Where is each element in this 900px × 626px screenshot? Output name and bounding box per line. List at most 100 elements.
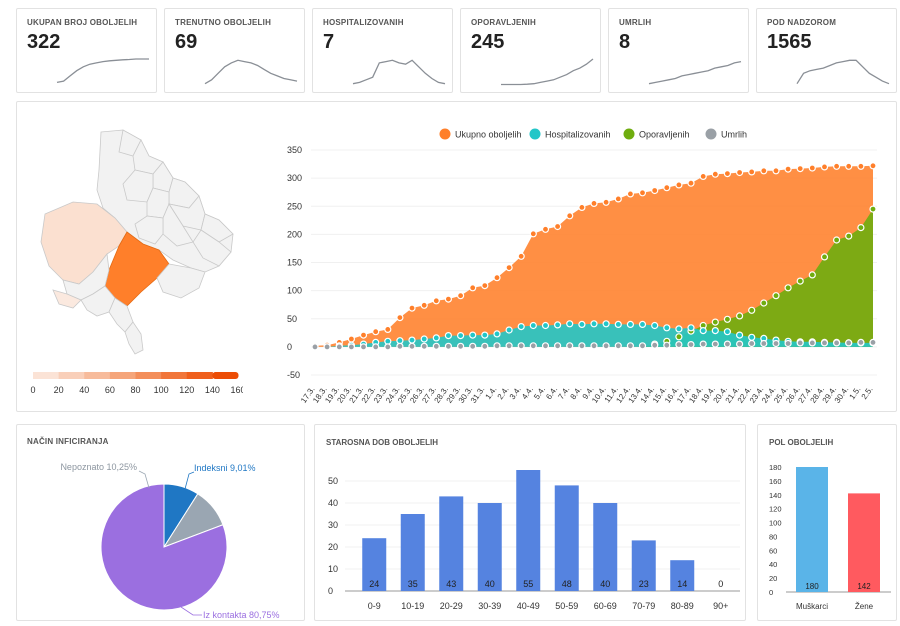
data-point xyxy=(687,341,695,349)
data-point xyxy=(820,339,829,347)
stat-sparkline xyxy=(204,59,298,85)
data-point xyxy=(614,320,622,328)
data-label: 35 xyxy=(408,579,418,589)
sparkline-path xyxy=(648,60,742,85)
bar xyxy=(439,496,464,591)
stat-title: UMRLIH xyxy=(619,18,652,27)
x-tick-label: 4.4. xyxy=(520,385,535,401)
data-point xyxy=(359,331,368,339)
age-card: STAROSNA DOB OBOLJELIH 50 40 30 20 10 0 24 0-9 35… xyxy=(314,424,746,621)
bar xyxy=(554,485,579,591)
age-bar-chart: STAROSNA DOB OBOLJELIH 50 40 30 20 10 0 24 0-9 35… xyxy=(326,438,740,611)
x-tick-label: 3.4. xyxy=(508,385,523,401)
x-tick-label: 2.5. xyxy=(860,385,875,401)
data-label: 180 xyxy=(805,582,819,591)
data-point xyxy=(602,320,610,328)
data-point xyxy=(784,284,792,292)
data-point xyxy=(784,339,792,348)
x-tick-label: 6.4. xyxy=(544,385,559,401)
data-point xyxy=(359,343,368,351)
stat-title: TRENUTNO OBOLJELIH xyxy=(175,18,272,27)
data-point xyxy=(651,186,659,195)
data-label: 55 xyxy=(523,579,533,589)
bar xyxy=(593,503,618,591)
data-point xyxy=(590,320,598,328)
data-point xyxy=(517,252,525,260)
x-tick-label: Žene xyxy=(855,602,874,611)
legend-dot xyxy=(705,128,717,140)
x-tick-label: 8.4. xyxy=(568,385,583,401)
legend-swatch xyxy=(186,372,213,379)
data-point xyxy=(772,167,780,175)
data-point xyxy=(554,222,562,231)
gender-card: POL OBOLJELIH 180 160 140 120 100 80 60 40 20 0 180… xyxy=(757,424,897,621)
data-point xyxy=(420,335,428,343)
data-point xyxy=(748,333,756,341)
data-label: 48 xyxy=(562,579,572,589)
sparkline-path xyxy=(501,58,594,86)
legend-label: Hospitalizovanih xyxy=(545,130,611,140)
data-label: 40 xyxy=(600,579,610,589)
data-point xyxy=(566,342,574,350)
data-point xyxy=(517,323,525,331)
y-tick-label: 80 xyxy=(769,532,777,541)
data-point xyxy=(311,343,319,351)
data-point xyxy=(675,341,683,349)
data-point xyxy=(408,304,416,312)
data-point xyxy=(748,339,756,348)
legend-swatch xyxy=(212,372,239,379)
data-point xyxy=(711,170,719,178)
series-area xyxy=(315,165,873,347)
data-point xyxy=(469,331,477,339)
legend-swatch xyxy=(135,372,162,379)
chart-title: POL OBOLJELIH xyxy=(769,438,834,447)
data-point xyxy=(772,292,780,300)
data-point xyxy=(638,342,647,350)
stat-card: UKUPAN BROJ OBOLJELIH 322 xyxy=(16,8,157,93)
data-point xyxy=(541,342,550,350)
data-label: 23 xyxy=(639,579,649,589)
stat-sparkline xyxy=(648,60,742,85)
y-tick-label: 30 xyxy=(328,520,338,530)
y-tick-label: 0 xyxy=(769,588,773,597)
data-point xyxy=(736,312,744,320)
data-point xyxy=(408,342,416,350)
data-point xyxy=(420,342,428,350)
stat-sparkline xyxy=(501,58,594,86)
legend-label: Oporavljenih xyxy=(639,130,690,140)
bar xyxy=(516,470,541,591)
legend-swatch xyxy=(161,372,188,379)
data-point xyxy=(554,342,562,350)
data-point xyxy=(590,199,598,208)
data-point xyxy=(796,164,804,173)
y-tick-label: 200 xyxy=(287,229,302,239)
data-point xyxy=(675,333,683,341)
data-point xyxy=(347,343,356,351)
data-point xyxy=(517,342,525,350)
bar xyxy=(400,514,425,591)
data-point xyxy=(493,330,501,338)
pie-slice xyxy=(100,483,228,611)
data-point xyxy=(432,342,440,350)
data-point xyxy=(748,306,756,314)
data-point xyxy=(602,198,610,206)
stat-card: OPORAVLJENIH 245 xyxy=(460,8,601,93)
y-tick-label: 180 xyxy=(769,463,782,472)
y-tick-label: 40 xyxy=(769,560,777,569)
data-point xyxy=(832,339,841,347)
stat-card: UMRLIH 8 xyxy=(608,8,749,93)
data-point xyxy=(663,341,671,349)
y-tick-label: 100 xyxy=(287,286,302,296)
data-point xyxy=(590,342,598,350)
data-point xyxy=(566,212,574,220)
data-label: 43 xyxy=(446,579,456,589)
y-tick-label: 140 xyxy=(769,491,782,500)
stat-title: POD NADZOROM xyxy=(767,18,837,27)
data-point xyxy=(481,331,489,339)
data-point xyxy=(723,328,731,336)
data-point xyxy=(578,320,586,328)
bar xyxy=(631,540,656,591)
data-point xyxy=(748,168,756,176)
legend-dot xyxy=(529,128,541,140)
data-point xyxy=(857,162,865,170)
